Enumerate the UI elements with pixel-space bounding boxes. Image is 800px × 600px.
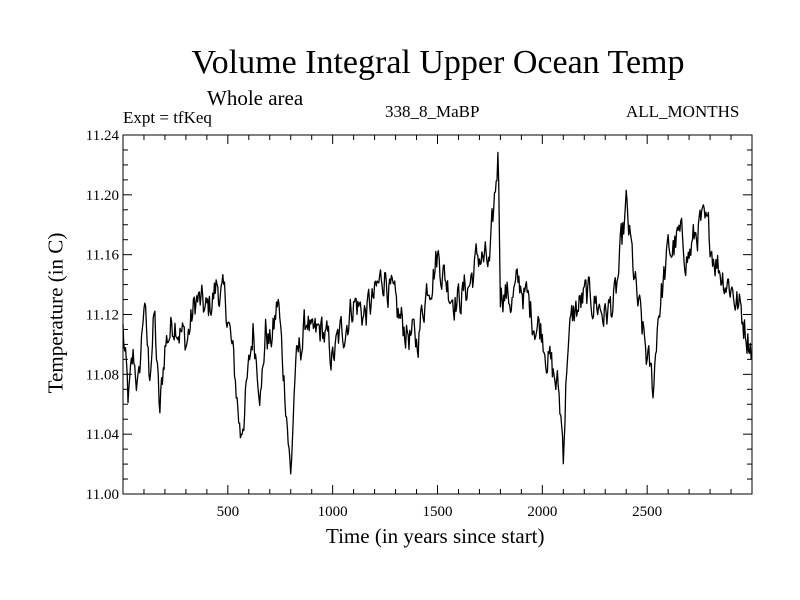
plot-frame	[122, 134, 753, 495]
y-tick-label: 11.12	[86, 308, 119, 324]
x-axis-label: Time (in years since start)	[326, 524, 545, 548]
chart-subtitle: Whole area	[207, 86, 304, 110]
y-tick-label: 11.08	[86, 367, 119, 383]
y-tick-label: 11.20	[86, 188, 119, 204]
x-tick-label: 2000	[527, 504, 557, 520]
ticks-group	[123, 135, 752, 494]
experiment-label: Expt = tfKeq	[123, 108, 212, 127]
x-tick-label: 2500	[632, 504, 662, 520]
series-line	[122, 151, 753, 475]
chart-title: Volume Integral Upper Ocean Temp	[191, 44, 685, 81]
tick-labels-group: 500 1000 1500 2000 2500 11.00 11.04 11.08 11.12 1…	[86, 128, 662, 520]
x-tick-label: 1500	[423, 504, 453, 520]
x-tick-label: 1000	[318, 504, 348, 520]
x-tick-label: 500	[217, 504, 240, 520]
months-label: ALL_MONTHS	[626, 102, 740, 121]
y-tick-label: 11.00	[86, 487, 119, 503]
y-tick-label: 11.24	[86, 128, 120, 144]
run-label: 338_8_MaBP	[385, 102, 480, 121]
y-tick-label: 11.04	[86, 427, 120, 443]
y-tick-label: 11.16	[86, 248, 120, 264]
